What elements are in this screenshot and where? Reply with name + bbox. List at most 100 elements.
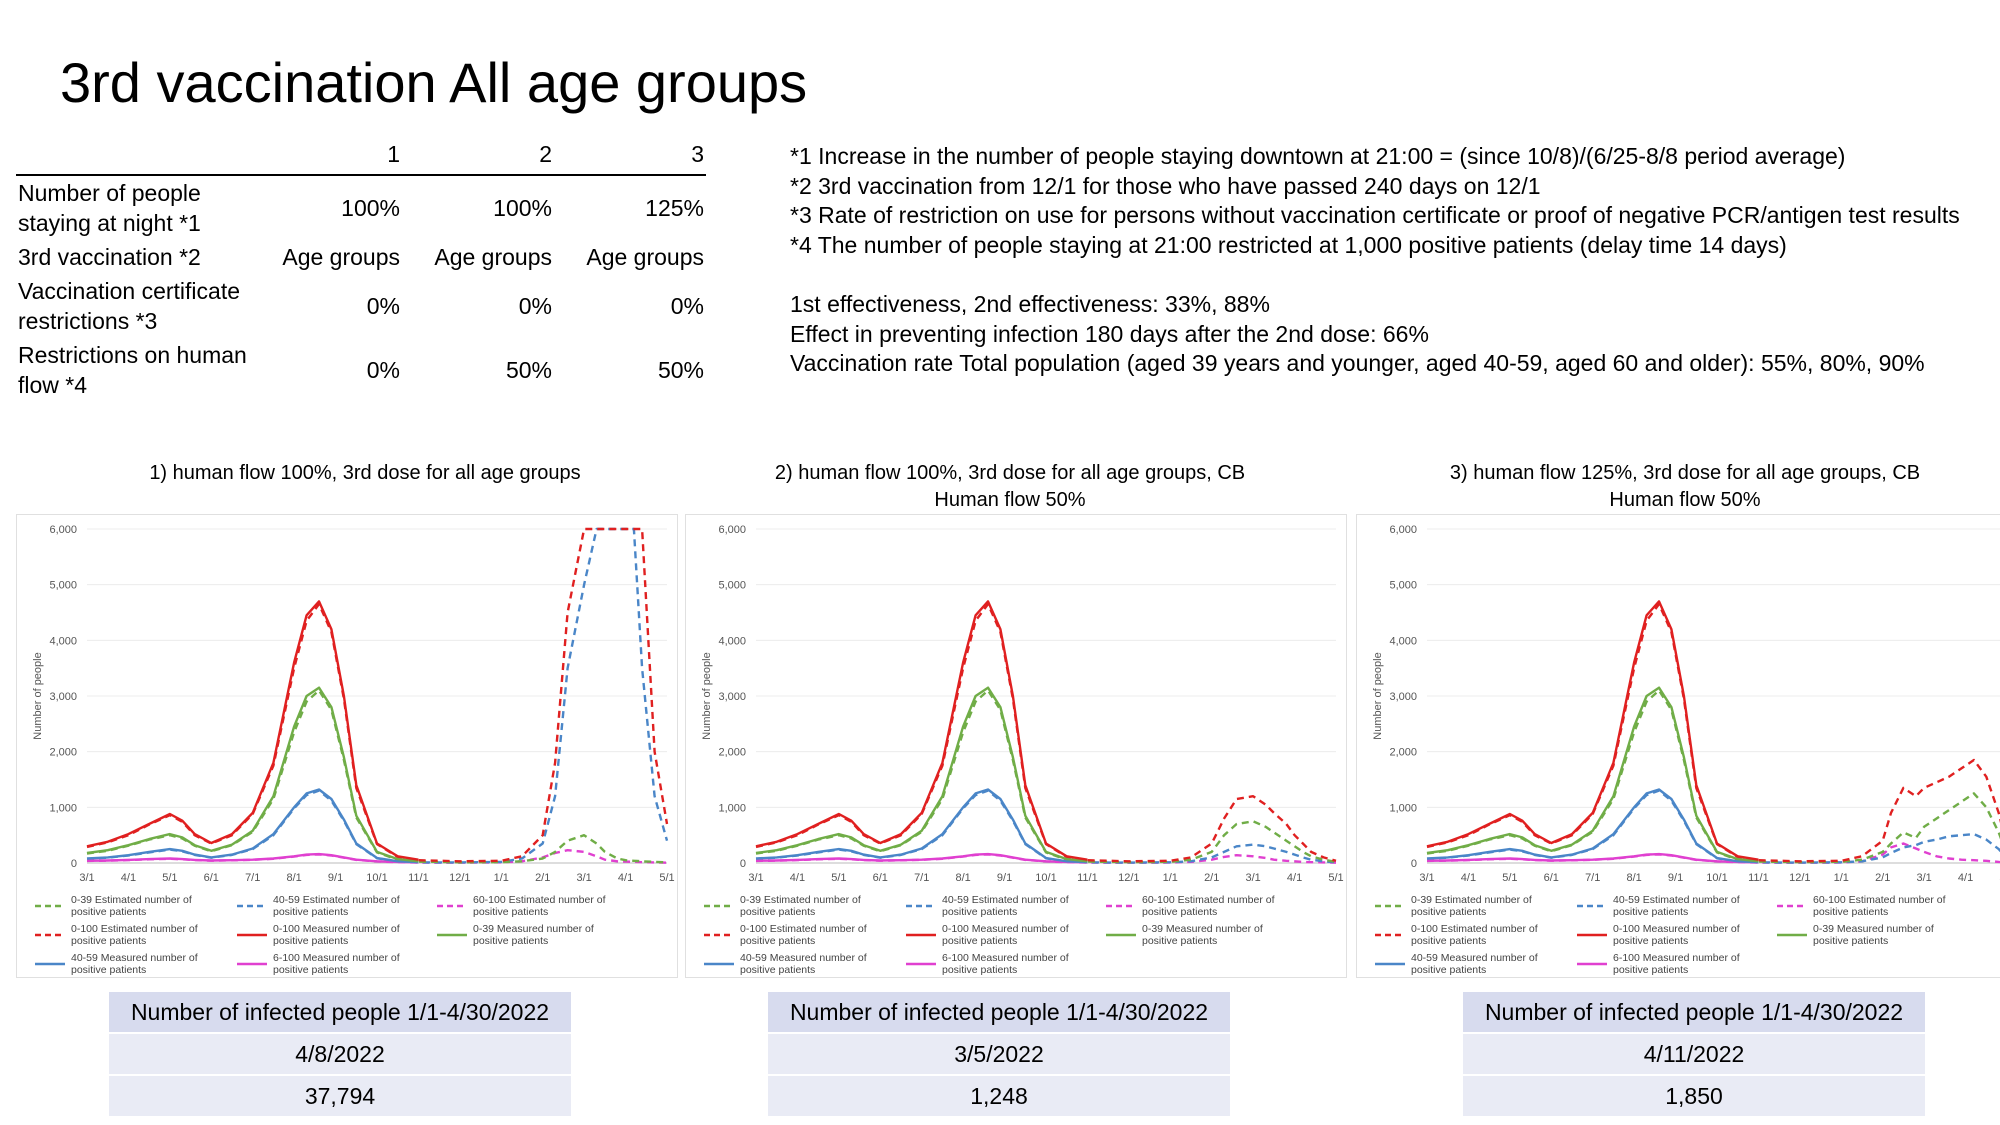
chart-2-panel: 0 1,000 2,000 3,000 4,000 5,000 6,000 3/1 4/1 5/1…	[685, 514, 1347, 978]
parameter-value: Age groups	[434, 244, 552, 270]
parameter-row: Restrictions on human flow *4 0% 50% 50%	[16, 338, 706, 402]
measured-60-100-line	[1426, 852, 1759, 864]
x-tick-label: 5/1	[1328, 872, 1343, 884]
x-tick-label: 7/1	[245, 872, 260, 884]
measured-60-100-line	[86, 852, 419, 864]
parameter-table: 1 2 3 Number of people staying at night …	[16, 137, 706, 402]
x-tick-label: 6/1	[873, 872, 888, 884]
y-axis-label: Number of people	[32, 652, 44, 739]
estimated-40-59-line	[1426, 789, 2000, 864]
y-tick-label: 1,000	[49, 802, 77, 814]
legend-entry: 0-39 Estimated number of positive patient…	[71, 894, 192, 918]
y-tick-label: 4,000	[49, 635, 77, 647]
legend-entry: 6-100 Measured number of positive patient…	[273, 952, 400, 976]
y-tick-label: 5,000	[1389, 580, 1417, 592]
x-tick-label: 4/1	[1461, 872, 1476, 884]
parameter-value: 0%	[366, 293, 400, 319]
x-tick-label: 9/1	[328, 872, 343, 884]
y-tick-label: 0	[1411, 858, 1417, 870]
x-tick-label: 12/1	[449, 872, 470, 884]
parameter-value: 0%	[366, 357, 400, 383]
y-tick-label: 2,000	[1389, 747, 1417, 759]
parameter-value: 100%	[493, 195, 552, 221]
result-header: Number of infected people 1/1-4/30/2022	[109, 992, 571, 1032]
x-tick-label: 11/1	[408, 872, 429, 884]
measured-40-59-line	[86, 788, 419, 864]
result-date: 4/8/2022	[109, 1034, 571, 1074]
y-tick-label: 3,000	[1389, 691, 1417, 703]
parameter-value: 0%	[518, 293, 552, 319]
x-tick-label: 1/1	[494, 872, 509, 884]
y-tick-label: 3,000	[49, 691, 77, 703]
measured-0-100-line	[755, 600, 1088, 861]
x-tick-label: 3/1	[79, 872, 94, 884]
legend-entry: 40-59 Measured number of positive patient…	[1411, 952, 1538, 976]
x-tick-label: 12/1	[1789, 872, 1810, 884]
x-tick-label: 3/1	[1916, 872, 1931, 884]
legend-entry: 40-59 Estimated number of positive patien…	[1613, 894, 1740, 918]
y-tick-label: 5,000	[49, 580, 77, 592]
measured-0-39-line	[86, 686, 419, 863]
x-tick-label: 6/1	[204, 872, 219, 884]
y-tick-label: 0	[71, 858, 77, 870]
legend-entry: 60-100 Estimated number of positive patie…	[473, 894, 606, 918]
parameter-value: 50%	[657, 357, 704, 383]
measured-0-39-line	[755, 686, 1088, 863]
measured-0-100-line	[86, 600, 419, 861]
note-line: *1 Increase in the number of people stay…	[790, 143, 1846, 169]
chart-1-svg: 0 1,000 2,000 3,000 4,000 5,000 6,000 3/1 4/1 5/1…	[32, 524, 675, 976]
estimated-0-39-line	[86, 689, 668, 864]
result-table-1: Number of infected people 1/1-4/30/2022 …	[109, 992, 571, 1118]
x-tick-label: 10/1	[1035, 872, 1056, 884]
y-tick-label: 2,000	[718, 747, 746, 759]
parameter-header-blank	[16, 137, 250, 176]
parameter-label: Number of people staying at night *1	[18, 180, 201, 236]
x-tick-label: 11/1	[1748, 872, 1769, 884]
x-tick-label: 5/1	[659, 872, 674, 884]
legend-entry: 0-100 Measured number of positive patient…	[942, 923, 1069, 947]
parameter-col-2: 2	[402, 137, 554, 176]
chart-3-title: 3) human flow 125%, 3rd dose for all age…	[1449, 462, 1921, 511]
x-tick-label: 3/1	[748, 872, 763, 884]
note-line: 1st effectiveness, 2nd effectiveness: 33…	[790, 291, 1270, 317]
x-tick-label: 4/1	[1287, 872, 1302, 884]
estimated-0-100-line	[86, 527, 669, 863]
x-tick-label: 7/1	[1585, 872, 1600, 884]
measured-40-59-line	[755, 788, 1088, 864]
legend-entry: 6-100 Measured number of positive patient…	[942, 952, 1069, 976]
parameter-value: Age groups	[282, 244, 400, 270]
x-tick-label: 4/1	[790, 872, 805, 884]
x-tick-label: 1/1	[1163, 872, 1178, 884]
parameter-label: 3rd vaccination *2	[18, 244, 201, 270]
parameter-value: Age groups	[586, 244, 704, 270]
legend-entry: 0-100 Estimated number of positive patien…	[71, 923, 198, 947]
note-spacer	[790, 260, 1970, 290]
y-tick-label: 6,000	[718, 524, 746, 536]
y-tick-label: 0	[740, 858, 746, 870]
legend-entry: 0-100 Estimated number of positive patien…	[740, 923, 867, 947]
note-line: *3 Rate of restriction on use for person…	[790, 202, 1960, 228]
chart-1-title: 1) human flow 100%, 3rd dose for all age…	[149, 462, 581, 484]
result-date: 3/5/2022	[768, 1034, 1230, 1074]
parameter-value: 50%	[505, 357, 552, 383]
chart-3-svg: 0 1,000 2,000 3,000 4,000 5,000 6,000 3/1 4/1 5/1…	[1372, 524, 2000, 976]
result-count: 1,850	[1463, 1076, 1925, 1116]
result-header: Number of infected people 1/1-4/30/2022	[768, 992, 1230, 1032]
legend-entry: 0-100 Estimated number of positive patien…	[1411, 923, 1538, 947]
legend-entry: 40-59 Estimated number of positive patien…	[273, 894, 400, 918]
result-count: 37,794	[109, 1076, 571, 1116]
legend-entry: 0-39 Measured number of positive patients	[1813, 923, 1934, 947]
x-tick-label: 10/1	[1706, 872, 1727, 884]
note-line: *2 3rd vaccination from 12/1 for those w…	[790, 172, 1541, 199]
x-tick-label: 12/1	[1118, 872, 1139, 884]
parameter-row: 3rd vaccination *2 Age groups Age groups…	[16, 240, 706, 274]
y-tick-label: 4,000	[1389, 635, 1417, 647]
y-tick-label: 6,000	[1389, 524, 1417, 536]
legend-entry: 0-100 Measured number of positive patient…	[1613, 923, 1740, 947]
legend-entry: 0-39 Measured number of positive patients	[473, 923, 594, 947]
x-tick-label: 2/1	[535, 872, 550, 884]
chart-3-panel: 0 1,000 2,000 3,000 4,000 5,000 6,000 3/1 4/1 5/1…	[1356, 514, 2000, 978]
y-tick-label: 5,000	[718, 580, 746, 592]
parameter-value: 100%	[341, 195, 400, 221]
y-tick-label: 6,000	[49, 524, 77, 536]
